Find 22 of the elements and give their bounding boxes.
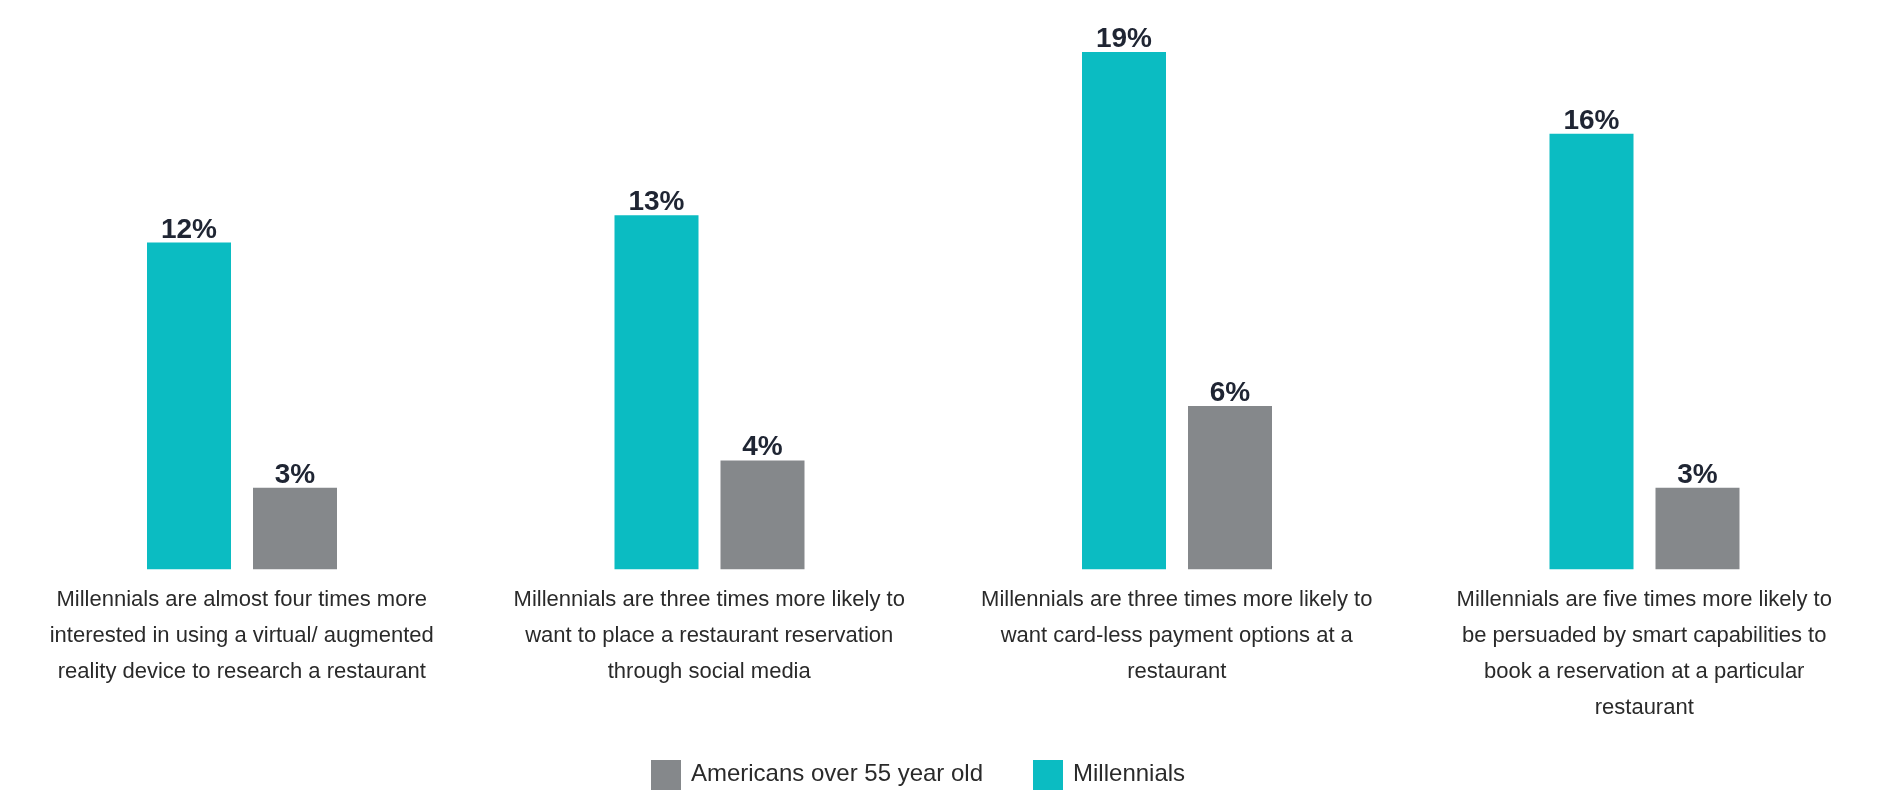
data-label: 12% [160,212,218,244]
data-label: 6% [1209,375,1251,407]
bar [147,242,231,570]
data-label: 3% [274,457,316,489]
bar [1655,487,1740,570]
bar [720,460,805,570]
data-label: 16% [1563,103,1620,135]
data-label: 13% [628,185,685,217]
data-label: 3% [1677,457,1718,489]
x-tick-label: Millennials are three times more likely to want card-less payment options at a restaurant [980,585,1374,686]
x-tick-label: Millennials are almost four times more interested in using a virtual/ augmented reality device to research a restaurant [48,585,435,686]
data-label: 19% [1095,22,1153,53]
bar [253,487,337,570]
legend-label: Americans over 55 year old [690,759,984,787]
bar [1188,405,1272,570]
bar [1082,52,1166,570]
legend-label: Millennials [1073,759,1186,787]
data-label: 4% [742,430,783,462]
x-tick-label: Millennials are five times more likely to be persuaded by smart capabilities to book a reservation at a particular restaurant [1455,585,1833,722]
bar [614,215,699,570]
x-tick-label: Millennials are three times more likely to want to place a restaurant reservation through social media [512,585,906,686]
bar [1549,133,1634,570]
